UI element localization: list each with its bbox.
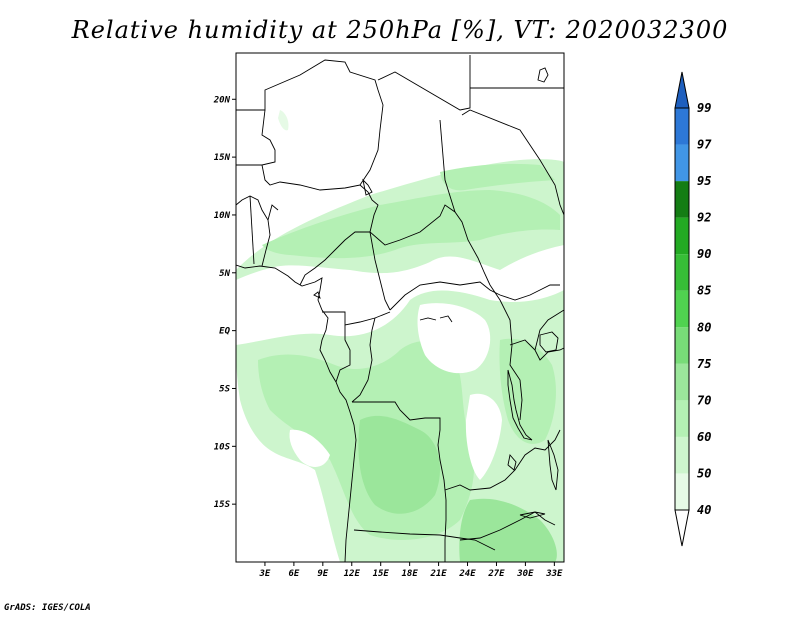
colorbar-label: 75: [697, 357, 711, 371]
lon-tick-label: 21E: [429, 569, 447, 579]
west-coastline: [236, 264, 357, 562]
border-angola-drc-zambia: [352, 401, 447, 562]
border-car-drc: [389, 281, 560, 311]
lon-tick-label: 9E: [317, 569, 328, 579]
lon-tick-label: 27E: [487, 569, 505, 579]
humidity-patch-ne: [440, 163, 555, 191]
humidity-area-angola: [358, 415, 440, 514]
border-gabon-congo: [335, 325, 351, 383]
dry-area-east: [465, 393, 502, 480]
colorbar-label: 60: [697, 430, 711, 444]
colorbar-label: 99: [697, 101, 711, 115]
colorbar-segment: [675, 400, 689, 437]
island-bioko: [313, 291, 321, 299]
lake-malawi: [547, 439, 559, 491]
lon-tick-label: 12E: [344, 569, 361, 579]
humidity-band-north-core: [262, 190, 560, 259]
border-uganda: [509, 339, 564, 361]
border-chad-sudan: [439, 119, 456, 213]
border-drc-east: [489, 284, 523, 421]
colorbar-label: 70: [697, 393, 711, 407]
colorbar-segment: [675, 436, 689, 474]
country-borders: [236, 55, 564, 562]
colorbar-arrow-low: [674, 509, 690, 547]
colorbar-segment: [675, 144, 689, 182]
latitude-axis: 20N 15N 10N 5N EQ 5S 10S 15S: [213, 95, 236, 510]
colorbar-label: 97: [697, 138, 712, 152]
map-title: Relative humidity at 250hPa [%], VT: 202…: [71, 16, 729, 44]
humidity-shading: [236, 110, 564, 562]
humidity-area-lakes: [499, 338, 556, 444]
lon-tick-label: 3E: [259, 569, 271, 579]
colorbar-label: 90: [697, 247, 711, 261]
colorbar-label: 85: [697, 284, 711, 298]
border-congo-drc: [351, 317, 376, 403]
colorbar-arrow-high: [674, 71, 690, 109]
dry-area-coast: [289, 429, 330, 467]
lon-tick-label: 33E: [545, 569, 563, 579]
border-nigeria-cameroon: [299, 231, 370, 286]
border-sudan-egypt: [377, 55, 471, 111]
border-sahel: [261, 164, 491, 286]
colorbar-frame: [674, 107, 690, 511]
border-zambia-zimbabwe: [459, 511, 556, 541]
humidity-area-southeast: [459, 498, 557, 562]
border-nigeria-west: [236, 195, 271, 267]
colorbar-segment: [675, 290, 689, 328]
lon-tick-label: 30E: [516, 569, 534, 579]
dry-area-central: [417, 303, 491, 374]
border-benin: [249, 195, 255, 265]
lake-chad: [362, 178, 373, 196]
lon-tick-label: 6E: [288, 569, 299, 579]
colorbar-segment: [675, 327, 689, 364]
nile-delta: [537, 67, 549, 83]
colorbar-segment: [675, 108, 689, 145]
border-uganda-north: [534, 309, 564, 351]
colorbar-segment: [675, 254, 689, 291]
lake-victoria: [539, 331, 559, 353]
lat-tick-label: 10S: [214, 442, 231, 452]
lat-tick-label: EQ: [219, 327, 230, 337]
colorbar-segment: [675, 217, 689, 255]
lake-mweru: [507, 454, 517, 471]
lon-tick-label: 15E: [373, 569, 390, 579]
lat-tick-label: 15S: [214, 500, 231, 510]
lon-tick-label: 24E: [458, 569, 476, 579]
colorbar-label: 80: [697, 320, 711, 334]
lake-kariba: [519, 511, 546, 519]
border-eq-guinea-gabon: [322, 311, 391, 326]
colorbar-segment: [675, 473, 689, 510]
lat-tick-label: 15N: [214, 153, 231, 163]
lat-tick-label: 5S: [219, 384, 230, 394]
border-nigeria-north: [267, 204, 279, 221]
river-congo-bits: [419, 315, 453, 323]
colorbar-label: 92: [697, 211, 711, 225]
lat-tick-label: 20N: [213, 95, 231, 105]
lon-tick-label: 18E: [402, 569, 419, 579]
colorbar-label: 95: [697, 174, 711, 188]
colorbar-label: 50: [697, 466, 711, 480]
border-sudan-east: [461, 109, 564, 216]
border-angola-namibia: [353, 529, 496, 551]
border-mali-niger: [236, 109, 276, 166]
colorbar-label: 40: [697, 503, 711, 517]
lat-tick-label: 10N: [214, 211, 231, 221]
credit-label: GrADS: IGES/COLA: [4, 603, 91, 613]
map-frame: [235, 52, 565, 563]
lat-tick-label: 5N: [219, 269, 230, 279]
humidity-speck-north: [278, 110, 289, 131]
longitude-axis: 3E 6E 9E 12E 15E 18E 21E 24E 27E 30E 33E: [259, 562, 563, 579]
colorbar-segment: [675, 181, 689, 218]
lake-tanganyika: [507, 369, 533, 441]
border-cameroon-car: [369, 231, 391, 311]
colorbar-segment: [675, 363, 689, 401]
border-chad-libya: [236, 59, 384, 186]
colorbar: 40 50 60 70 75 80 85 90 92 95 97 99: [674, 71, 712, 547]
